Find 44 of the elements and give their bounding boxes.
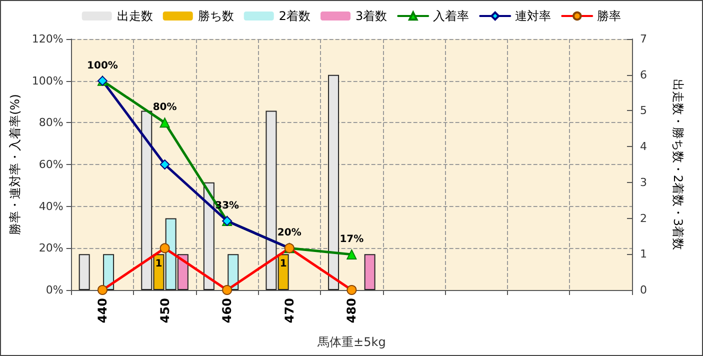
- y2-tick-label: 4: [640, 140, 647, 154]
- legend-label: 出走数: [116, 9, 153, 23]
- y-tick-label: 100%: [32, 74, 64, 88]
- legend-label: 勝率: [597, 9, 622, 23]
- y-tick-label: 120%: [32, 32, 64, 46]
- legend-label: 入着率: [433, 9, 470, 23]
- legend-label: 勝ち数: [198, 9, 234, 23]
- bar: [328, 74, 340, 290]
- legend-label: 3着数: [356, 9, 388, 23]
- y2-axis-title: 出走数・勝ち数・2着数・3着数: [671, 78, 685, 250]
- data-label: 17%: [340, 234, 364, 245]
- y-tick-label: 0%: [46, 284, 64, 296]
- y-tick-label: 40%: [38, 200, 64, 213]
- legend-label: 連対率: [515, 9, 552, 23]
- data-label: 20%: [277, 228, 302, 239]
- y-tick-label: 60%: [38, 158, 64, 171]
- data-label: 1: [155, 258, 162, 270]
- x-tick-label: 480: [344, 298, 359, 324]
- point: [160, 118, 170, 128]
- bar: [78, 254, 90, 290]
- bar: [364, 254, 376, 290]
- y-tick-label: 20%: [38, 242, 64, 255]
- y2-tick-label: 1: [640, 248, 647, 261]
- legend-label: 2着数: [278, 9, 311, 23]
- data-label: 80%: [152, 102, 177, 114]
- data-label: 100%: [87, 60, 118, 72]
- y2-tick-label: 2: [640, 212, 647, 225]
- y2-tick-label: 7: [640, 32, 647, 46]
- bar: [103, 254, 114, 290]
- y2-tick-label: 5: [640, 104, 647, 118]
- y2-tick-label: 0: [640, 284, 647, 296]
- x-tick-label: 460: [220, 298, 234, 324]
- data-label: 1: [280, 258, 287, 270]
- y2-tick-label: 6: [640, 68, 647, 82]
- x-axis-title: 馬体重±5kg: [316, 335, 386, 349]
- point: [160, 160, 170, 170]
- x-tick-label: 440: [95, 298, 110, 324]
- y2-tick-label: 3: [640, 176, 647, 189]
- x-tick-label: 450: [158, 298, 172, 324]
- point: [346, 249, 357, 260]
- x-tick-label: 470: [282, 298, 296, 324]
- bar: [228, 254, 239, 290]
- y-axis-title: 勝率・連対率・入着率(%): [8, 94, 22, 235]
- y-tick-label: 80%: [38, 116, 64, 130]
